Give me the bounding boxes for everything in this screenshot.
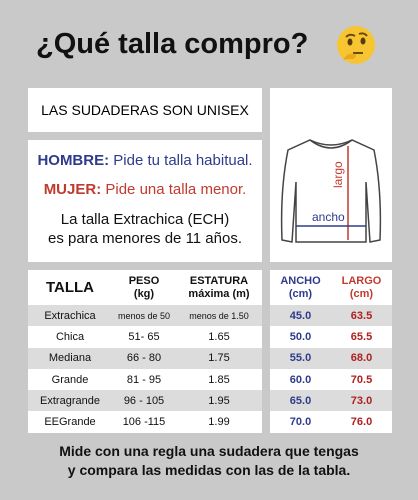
size-value: 70.0 xyxy=(289,416,312,429)
row-band xyxy=(270,305,392,327)
size-table: TALLA PESO (kg) ESTATURA máxima (m) Extrachic… xyxy=(28,270,262,433)
unisex-note: LAS SUDADERAS SON UNISEX xyxy=(41,102,249,118)
extrachica-line: La talla Extrachica (ECH) xyxy=(60,211,230,228)
column-header: TALLA xyxy=(28,270,112,305)
size-value: 106 -115 xyxy=(122,416,166,429)
size-value: 45.0 xyxy=(289,309,312,322)
size-value: menos de 1.50 xyxy=(189,310,249,321)
thinking-emoji xyxy=(337,26,375,64)
size-value: 50.0 xyxy=(289,330,312,343)
row-band xyxy=(28,390,262,412)
size-value: 1.95 xyxy=(208,394,230,407)
size-value: 1.85 xyxy=(208,373,230,386)
mujer-text: Pide una talla menor. xyxy=(105,181,247,198)
size-name: Chica xyxy=(55,330,85,343)
header-text: LARGO xyxy=(341,274,382,287)
header-text: TALLA xyxy=(45,279,95,296)
size-value: 70.5 xyxy=(350,373,373,386)
size-value: 1.75 xyxy=(208,352,230,365)
column-header: LARGO (cm) xyxy=(331,270,392,305)
mujer-line: MUJER: Pide una talla menor. xyxy=(28,181,262,198)
size-name: Extrachica xyxy=(44,309,96,322)
row-band xyxy=(270,390,392,412)
size-value: 96 - 105 xyxy=(123,394,165,407)
sweater-diagram: largo ancho xyxy=(280,139,382,243)
size-value: 68.0 xyxy=(350,352,373,365)
row-band xyxy=(28,411,262,433)
header-text: ANCHO xyxy=(280,274,321,287)
size-value: 76.0 xyxy=(350,416,373,429)
size-name: EEGrande xyxy=(44,416,96,429)
extrachica-note: La talla Extrachica (ECH) es para menore… xyxy=(28,210,262,248)
row-band xyxy=(270,347,392,369)
column-header: ESTATURA máxima (m) xyxy=(176,270,262,305)
size-value: 1.99 xyxy=(208,416,230,429)
size-value: 73.0 xyxy=(350,394,373,407)
ancho-label: ancho xyxy=(312,210,345,224)
size-value: menos de 50 xyxy=(117,310,171,321)
size-value: 65.5 xyxy=(350,330,373,343)
header-text: (kg) xyxy=(133,287,155,300)
title: ¿Qué talla compro? xyxy=(36,28,309,60)
hombre-text: Pide tu talla habitual. xyxy=(113,152,253,169)
row-band xyxy=(270,368,392,391)
size-value: 51- 65 xyxy=(128,330,160,343)
advice-box: HOMBRE: Pide tu talla habitual. MUJER: P… xyxy=(28,140,262,262)
size-name: Mediana xyxy=(48,352,92,365)
hombre-line: HOMBRE: Pide tu talla habitual. xyxy=(28,152,262,169)
size-value: 66 - 80 xyxy=(126,352,162,365)
row-band xyxy=(28,305,262,327)
size-name: Extragrande xyxy=(40,394,100,407)
size-value: 60.0 xyxy=(289,373,312,386)
header-text: PESO xyxy=(128,274,160,287)
row-band xyxy=(28,347,262,369)
header-text: (cm) xyxy=(349,287,374,300)
footer: Mide con una regla una sudadera que teng… xyxy=(0,442,418,480)
mujer-label: MUJER: xyxy=(43,181,102,198)
footer-line: y compara las medidas con las de la tabl… xyxy=(67,462,351,478)
row-band xyxy=(28,368,262,391)
column-header: PESO (kg) xyxy=(112,270,176,305)
size-value: 55.0 xyxy=(289,352,312,365)
column-header: ANCHO (cm) xyxy=(270,270,331,305)
header-text: máxima (m) xyxy=(188,287,250,300)
size-value: 63.5 xyxy=(350,309,373,322)
size-name: Grande xyxy=(51,373,89,386)
size-value: 65.0 xyxy=(289,394,312,407)
extrachica-line: es para menores de 11 años. xyxy=(47,230,242,247)
row-band xyxy=(270,411,392,433)
footer-line: Mide con una regla una sudadera que teng… xyxy=(59,443,359,459)
size-value: 1.65 xyxy=(208,330,230,343)
size-value: 81 - 95 xyxy=(126,373,162,386)
row-band xyxy=(28,326,262,348)
unisex-box: LAS SUDADERAS SON UNISEX xyxy=(28,88,262,132)
largo-label: largo xyxy=(331,161,345,188)
diagram-box: largo ancho xyxy=(270,88,392,262)
header-text: ESTATURA xyxy=(189,274,249,287)
row-band xyxy=(270,326,392,348)
measure-table: ANCHO (cm) LARGO (cm) 45.0 63.5 50.0 65.5 55.0 68… xyxy=(270,270,392,433)
header-text: (cm) xyxy=(288,287,313,300)
hombre-label: HOMBRE: xyxy=(37,152,110,169)
